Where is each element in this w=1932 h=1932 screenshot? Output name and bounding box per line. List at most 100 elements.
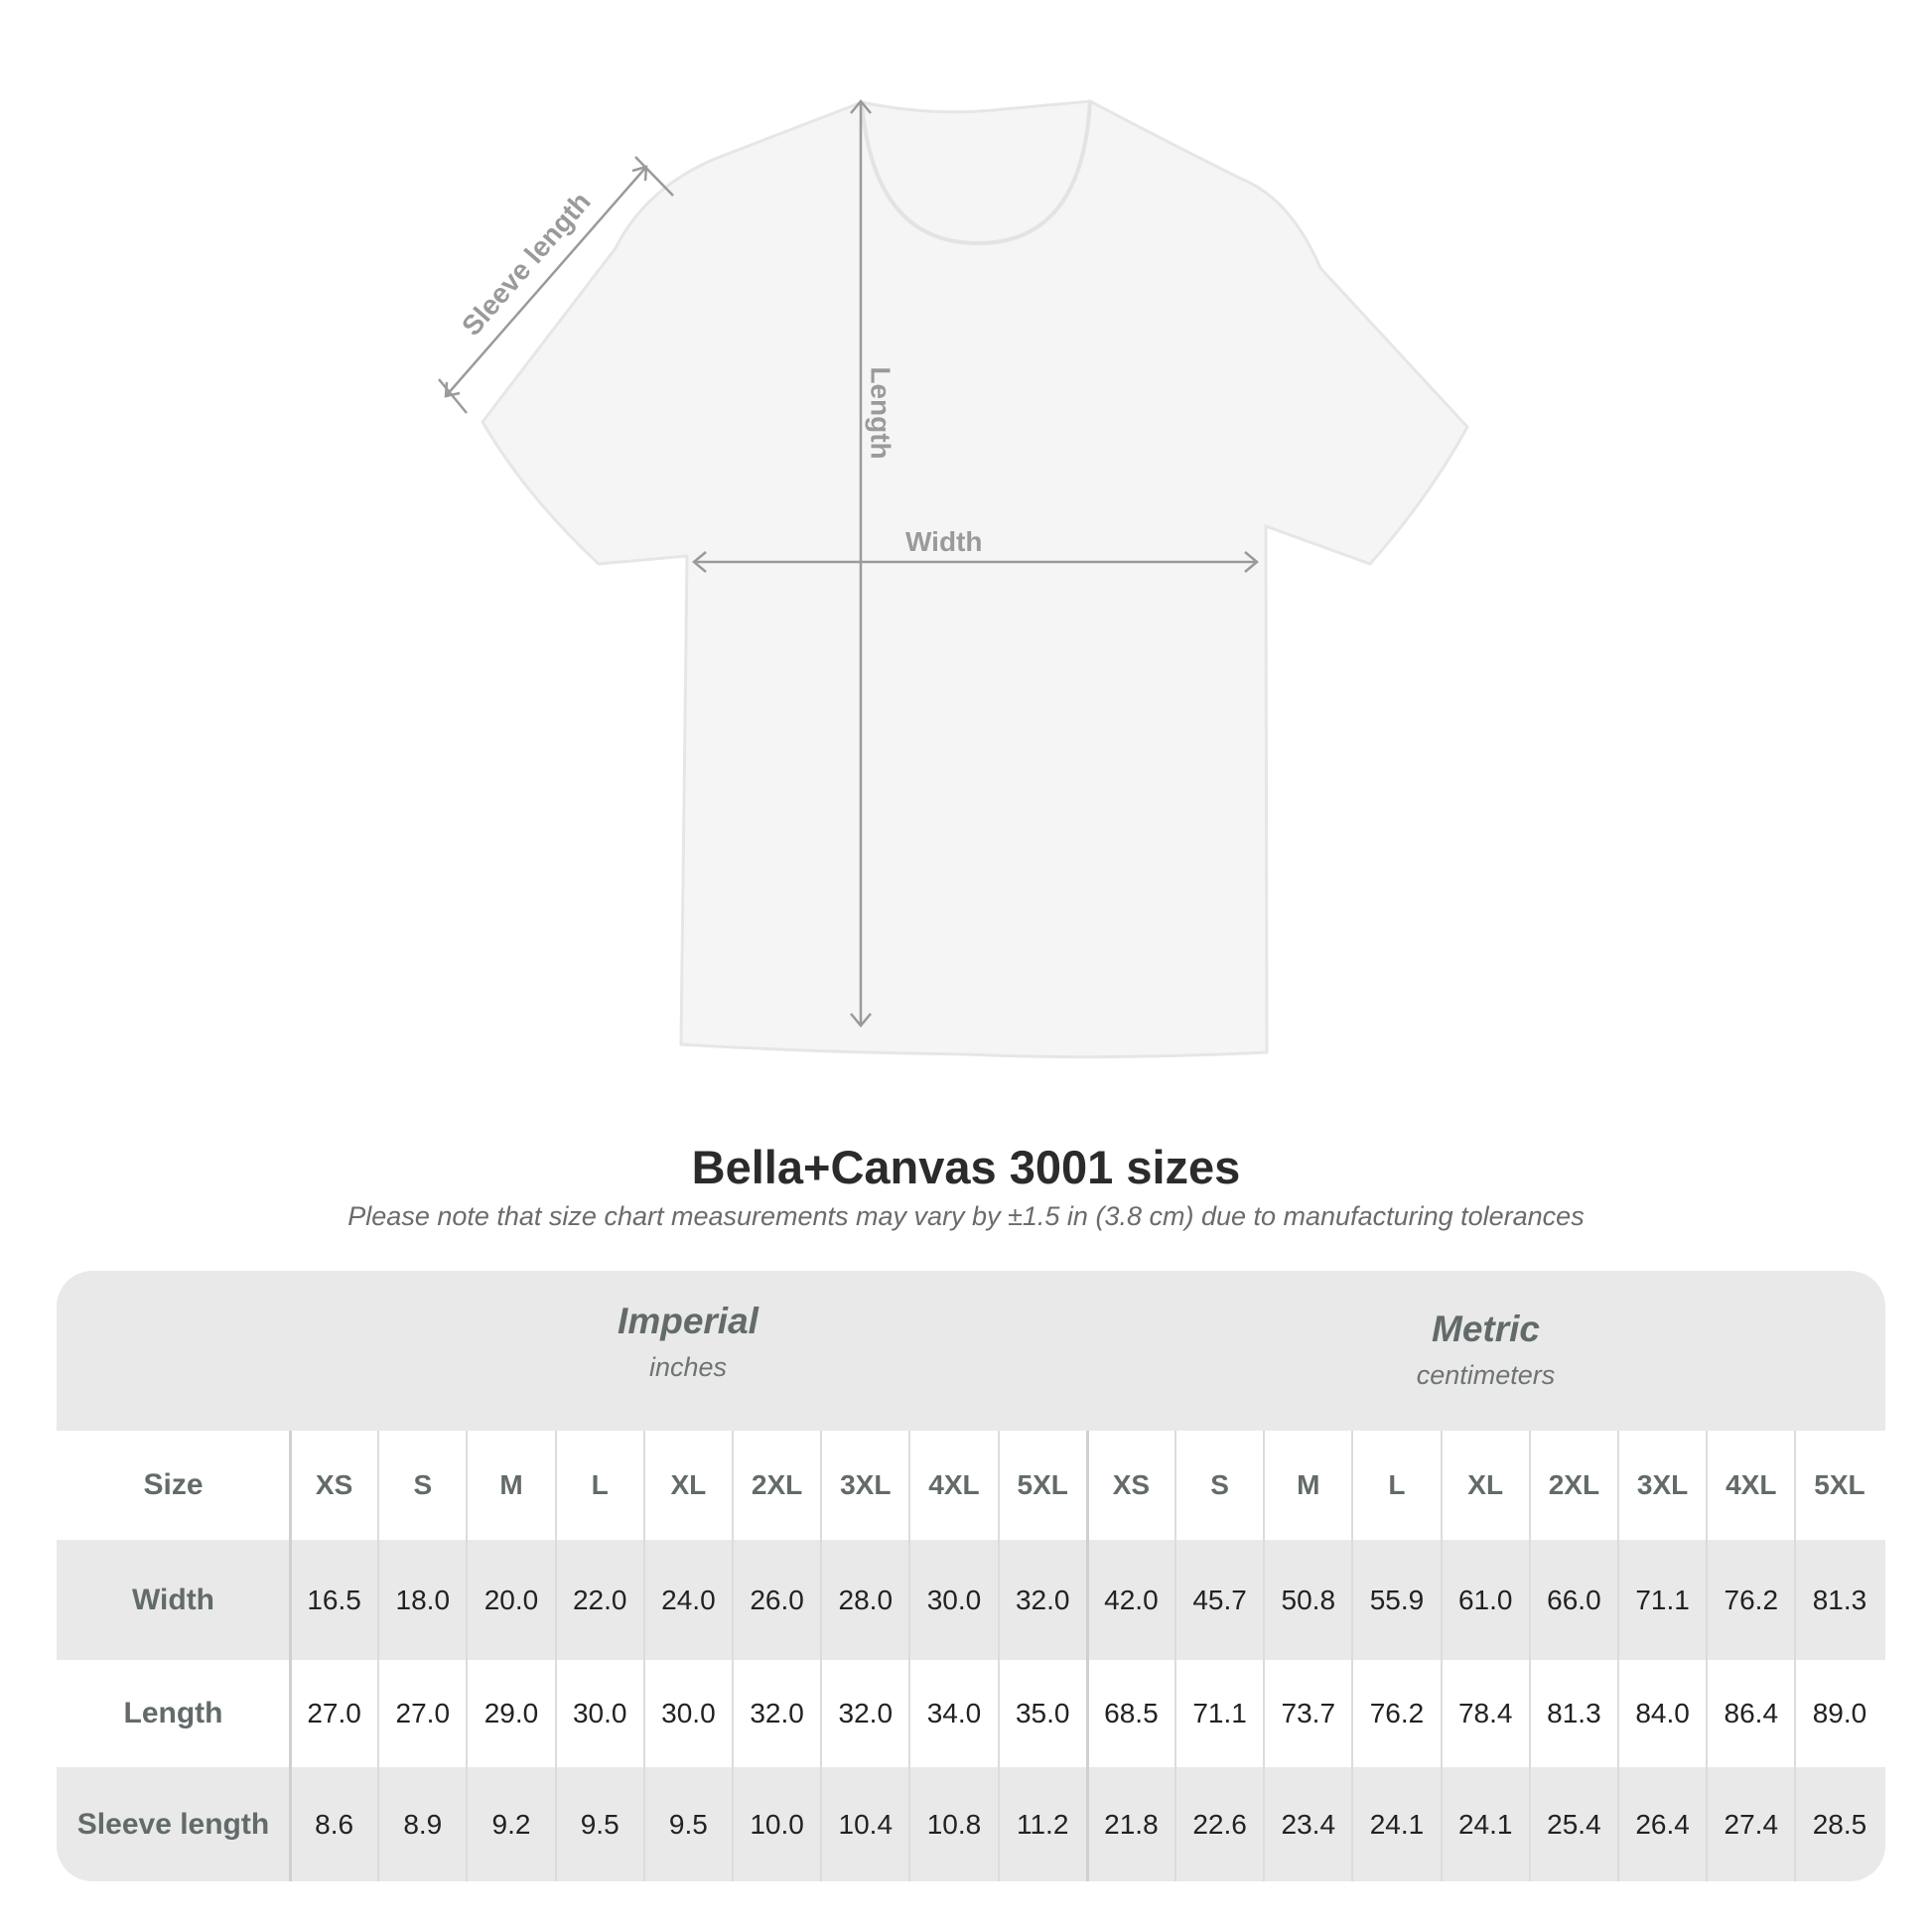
metric-size-header: L — [1388, 1469, 1406, 1500]
metric-value-cell: 61.0 — [1457, 1584, 1513, 1615]
metric-value-cell: 21.8 — [1104, 1808, 1159, 1840]
metric-value-cell: 23.4 — [1281, 1808, 1336, 1840]
metric-value-cell: 24.1 — [1457, 1808, 1513, 1840]
imperial-value-cell: 9.5 — [580, 1808, 620, 1840]
metric-size-header: 5XL — [1814, 1469, 1865, 1500]
metric-value-cell: 76.2 — [1369, 1698, 1425, 1728]
column-divider — [466, 1431, 469, 1881]
metric-value-cell: 26.4 — [1635, 1808, 1690, 1840]
metric-value-cell: 68.5 — [1104, 1698, 1159, 1728]
imperial-header: Imperial inches — [290, 1301, 1086, 1383]
imperial-size-header: XS — [315, 1469, 353, 1500]
imperial-value-cell: 32.0 — [1015, 1584, 1070, 1615]
metric-header: Metric centimeters — [1086, 1309, 1885, 1391]
imperial-size-header: XL — [670, 1469, 707, 1500]
imperial-size-header: M — [499, 1469, 523, 1500]
tshirt-diagram — [438, 99, 1469, 1059]
tolerance-note: Please note that size chart measurements… — [347, 1201, 1585, 1231]
sleeve-arrow — [445, 166, 647, 397]
metric-value-cell: 45.7 — [1192, 1584, 1247, 1615]
row-label: Width — [131, 1583, 215, 1616]
imperial-value-cell: 8.6 — [315, 1808, 354, 1840]
metric-value-cell: 24.1 — [1369, 1808, 1425, 1840]
metric-value-cell: 84.0 — [1635, 1698, 1690, 1728]
metric-value-cell: 73.7 — [1281, 1698, 1336, 1728]
imperial-value-cell: 32.0 — [838, 1698, 894, 1728]
metric-value-cell: 81.3 — [1812, 1584, 1867, 1615]
size-header-label: Size — [143, 1468, 204, 1501]
imperial-value-cell: 30.0 — [926, 1584, 982, 1615]
metric-size-header: XS — [1112, 1469, 1151, 1500]
imperial-value-cell: 29.0 — [483, 1698, 539, 1728]
imperial-value-cell: 9.5 — [668, 1808, 708, 1840]
column-divider — [1263, 1431, 1266, 1881]
imperial-value-cell: 18.0 — [395, 1584, 451, 1615]
row-label: Length — [123, 1697, 223, 1729]
imperial-value-cell: 16.5 — [307, 1584, 361, 1615]
imperial-value-cell: 27.0 — [307, 1698, 361, 1728]
metric-value-cell: 42.0 — [1104, 1584, 1159, 1615]
imperial-value-cell: 9.2 — [491, 1808, 531, 1840]
imperial-value-cell: 11.2 — [1016, 1808, 1069, 1840]
imperial-value-cell: 30.0 — [661, 1698, 716, 1728]
column-divider — [1440, 1431, 1443, 1881]
size-table: Imperial inches Metric centimeters Size X… — [57, 1271, 1885, 1881]
imperial-value-cell: 10.8 — [926, 1808, 982, 1840]
width-label: Width — [905, 526, 983, 557]
column-divider — [1174, 1431, 1176, 1881]
metric-value-cell: 50.8 — [1281, 1584, 1336, 1615]
imperial-size-header: 3XL — [840, 1469, 892, 1500]
imperial-value-cell: 20.0 — [483, 1584, 539, 1615]
row-band-sleeve — [57, 1767, 1885, 1881]
column-divider — [1794, 1431, 1797, 1881]
metric-value-cell: 25.4 — [1547, 1808, 1601, 1840]
metric-value-cell: 27.4 — [1724, 1808, 1779, 1840]
row-label: Sleeve length — [76, 1807, 270, 1841]
metric-unit: centimeters — [1416, 1360, 1556, 1390]
length-label: Length — [865, 366, 897, 460]
imperial-size-header: 4XL — [928, 1469, 980, 1500]
metric-size-header: 3XL — [1636, 1469, 1689, 1500]
metric-size-header: 4XL — [1725, 1469, 1777, 1500]
imperial-value-cell: 24.0 — [661, 1584, 716, 1615]
imperial-size-header: 2XL — [751, 1469, 803, 1500]
row-band-width — [57, 1540, 1885, 1660]
column-divider — [820, 1431, 823, 1881]
column-divider — [377, 1431, 380, 1881]
imperial-value-cell: 8.9 — [403, 1808, 443, 1840]
metric-value-cell: 66.0 — [1547, 1584, 1601, 1615]
header-band — [57, 1271, 1885, 1431]
imperial-value-cell: 32.0 — [750, 1698, 804, 1728]
imperial-value-cell: 30.0 — [572, 1698, 627, 1728]
page-title: Bella+Canvas 3001 sizes — [691, 1141, 1241, 1193]
metric-size-header: S — [1210, 1469, 1229, 1500]
tshirt-image — [481, 99, 1469, 1059]
metric-value-cell: 76.2 — [1724, 1584, 1779, 1615]
imperial-value-cell: 10.0 — [750, 1808, 804, 1840]
metric-title: Metric — [1432, 1309, 1540, 1349]
column-divider — [1085, 1431, 1089, 1881]
metric-value-cell: 71.1 — [1635, 1584, 1690, 1615]
column-divider — [1351, 1431, 1354, 1881]
imperial-size-header: L — [591, 1469, 609, 1500]
imperial-value-cell: 22.0 — [572, 1584, 627, 1615]
column-divider — [1617, 1431, 1619, 1881]
metric-value-cell: 55.9 — [1369, 1584, 1425, 1615]
imperial-size-header: 5XL — [1017, 1469, 1068, 1500]
metric-value-cell: 81.3 — [1547, 1698, 1601, 1728]
metric-value-cell: 78.4 — [1457, 1698, 1513, 1728]
collar — [860, 100, 1092, 246]
metric-size-header: XL — [1467, 1469, 1504, 1500]
imperial-value-cell: 10.4 — [838, 1808, 894, 1840]
metric-value-cell: 22.6 — [1192, 1808, 1247, 1840]
metric-value-cell: 71.1 — [1192, 1698, 1247, 1728]
imperial-value-cell: 27.0 — [395, 1698, 451, 1728]
imperial-value-cell: 34.0 — [926, 1698, 982, 1728]
imperial-value-cell: 28.0 — [838, 1584, 894, 1615]
column-divider — [554, 1431, 557, 1881]
column-divider — [642, 1431, 645, 1881]
imperial-unit: inches — [648, 1352, 728, 1382]
column-divider — [997, 1431, 1000, 1881]
column-divider — [289, 1431, 292, 1881]
imperial-title: Imperial — [618, 1301, 759, 1341]
